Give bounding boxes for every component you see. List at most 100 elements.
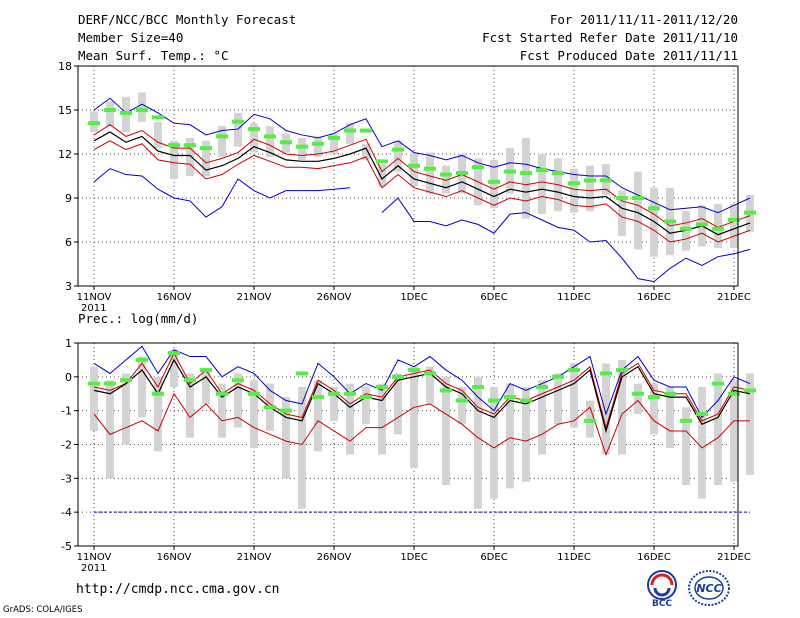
temp-box (106, 101, 114, 127)
ncc-logo-icon: NCC (686, 568, 732, 612)
prec-box (394, 373, 402, 435)
prec-box (682, 407, 690, 486)
prec-lower-line (93, 392, 750, 457)
temp-lower-line (93, 140, 751, 243)
temp-median-mark (248, 127, 260, 132)
temp-median-mark (280, 140, 292, 145)
prec-median-mark (312, 395, 324, 400)
temp-median-mark (600, 178, 612, 183)
prec-xtick-label: 11NOV (77, 552, 112, 563)
temp-box (378, 164, 386, 187)
temp-median-mark (216, 134, 228, 139)
temp-box (714, 203, 722, 248)
temp-box (362, 143, 370, 160)
prec-max-line (93, 345, 751, 419)
prec-median-mark (168, 351, 180, 356)
prec-median-mark (120, 378, 132, 383)
chart-title: DERF/NCC/BCC Monthly Forecast (78, 12, 297, 27)
member-size: Member Size=40 (78, 30, 184, 45)
source-url: http://cmdp.ncc.cma.gov.cn (76, 582, 280, 597)
prec-median-mark (504, 395, 516, 400)
temp-median-mark (120, 110, 132, 115)
temp-median-mark (200, 146, 212, 151)
prec-median-mark (744, 388, 756, 393)
prec-median-mark (488, 398, 500, 403)
prec-box (426, 366, 434, 404)
temp-box (186, 137, 194, 176)
prec-box (730, 380, 738, 482)
temp-box (394, 140, 402, 172)
temp-box (346, 123, 354, 144)
prec-median-mark (696, 412, 708, 417)
temp-year-label: 2011 (81, 303, 106, 314)
prec-box (602, 363, 610, 455)
temp-box (538, 154, 546, 215)
prec-median-mark (600, 371, 612, 376)
prec-box (298, 386, 306, 509)
prec-xtick-label: 16NOV (157, 552, 192, 563)
prec-median-mark (408, 368, 420, 373)
prec-median-mark (536, 384, 548, 389)
prec-ytick-label: -4 (61, 506, 72, 519)
temp-xtick-label: 16NOV (157, 292, 192, 303)
temp-median-mark (392, 147, 404, 152)
temp-median-mark (168, 143, 180, 148)
temp-ytick-label: 12 (58, 148, 72, 161)
temperature-panel: 3 6 9 12 15 18 11NOV 16NOV 21NOV 26NOV 1DEC 6DEC 11D… (58, 60, 756, 314)
temp-median-mark (648, 206, 660, 211)
prec-median-mark (680, 418, 692, 423)
temp-min-line (93, 168, 351, 218)
prec-box (362, 386, 370, 425)
temp-median-mark (728, 218, 740, 222)
temp-ytick-label: 18 (58, 60, 72, 73)
prec-box (106, 380, 114, 479)
temp-xtick-label: 16DEC (637, 292, 671, 303)
prec-box (554, 373, 562, 425)
temp-median-mark (88, 121, 100, 126)
temp-median-mark (152, 115, 164, 120)
temp-box (634, 171, 642, 250)
prec-box (522, 386, 530, 482)
prec-median-mark (280, 408, 292, 413)
prec-box (378, 383, 386, 455)
prec-xtick-label: 11DEC (557, 552, 591, 563)
prec-xtick-label: 16DEC (637, 552, 671, 563)
temp-box (250, 123, 258, 153)
temp-median-mark (696, 222, 708, 227)
prec-box (282, 397, 290, 479)
temp-mean-line (93, 131, 751, 236)
temp-median-mark (632, 196, 644, 200)
temp-median-mark (424, 166, 436, 171)
temp-box (618, 190, 626, 237)
prec-xtick-label: 6DEC (480, 552, 507, 563)
temp-median-mark (344, 128, 356, 133)
temp-median-mark (456, 171, 468, 176)
temp-median-mark (312, 141, 324, 146)
precipitation-panel: -5 -4 -3 -2 -1 0 1 11NOV 16NOV 21NOV 26NOV 1DEC 6DEC… (61, 311, 756, 574)
prec-median-mark (568, 368, 580, 373)
refer-date: Fcst Started Refer Date 2011/11/10 (482, 30, 738, 45)
temp-box (234, 112, 242, 147)
prec-box (314, 380, 322, 452)
temp-xtick-label: 21DEC (717, 292, 751, 303)
prec-box (154, 376, 162, 452)
bcc-logo-text: BCC (652, 599, 672, 608)
temp-min-line (381, 197, 751, 283)
temp-ytick-label: 9 (65, 192, 72, 205)
prec-box (330, 386, 338, 421)
temp-box (730, 203, 738, 248)
temp-box (522, 137, 530, 219)
bcc-logo-icon: BCC (642, 568, 682, 612)
prec-xtick-label: 1DEC (400, 552, 427, 563)
temp-median-mark (328, 135, 340, 140)
prec-median-mark (664, 391, 676, 396)
temp-box (426, 152, 434, 194)
prec-box (234, 373, 242, 428)
grads-credit: GrADS: COLA/IGES (3, 605, 83, 615)
prec-ytick-label: 0 (65, 371, 72, 384)
prec-median-mark (376, 384, 388, 389)
ncc-logo-text: NCC (696, 582, 721, 595)
prec-median-mark (104, 381, 116, 386)
temp-frame (77, 65, 739, 287)
temp-xtick-label: 11NOV (77, 292, 112, 303)
